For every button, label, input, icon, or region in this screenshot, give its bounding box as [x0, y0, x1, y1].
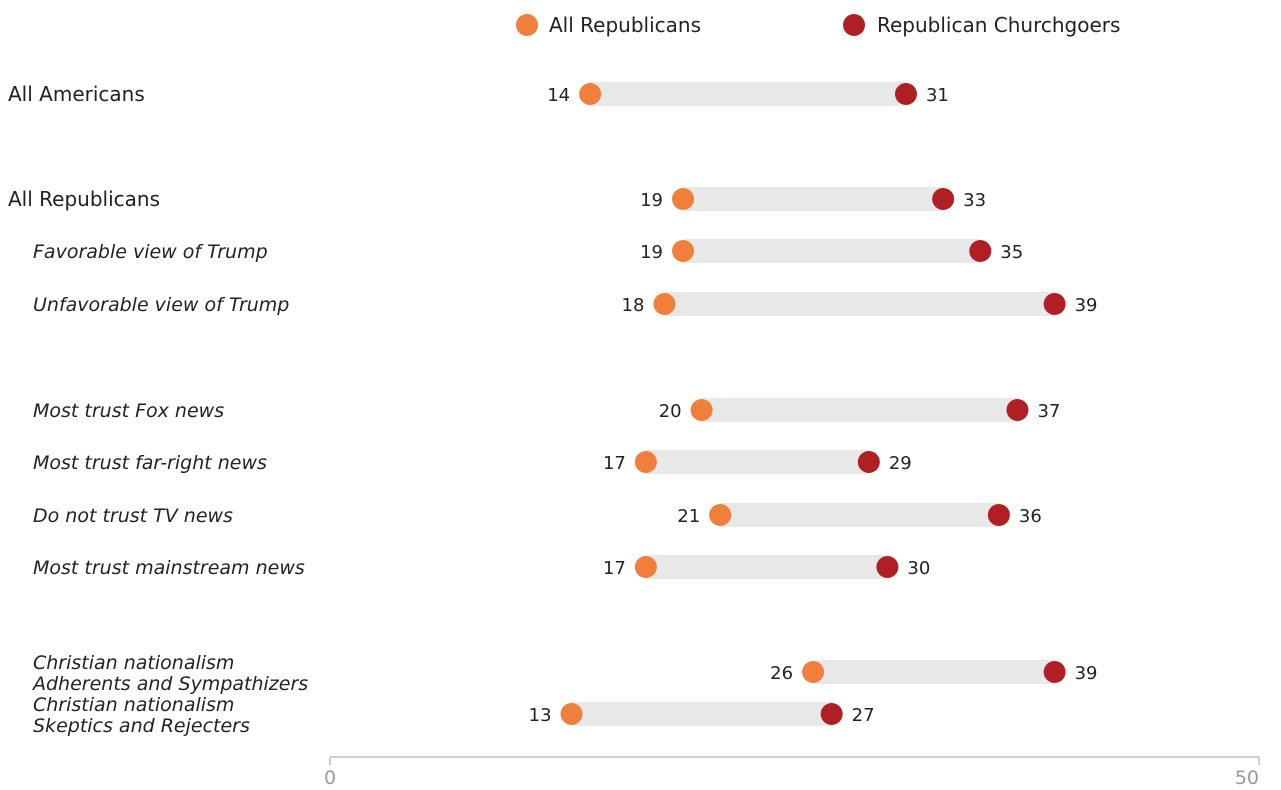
point-all-republicans-6: [709, 504, 732, 526]
value-republican-churchgoers-0: 31: [926, 85, 949, 106]
value-all-republicans-0: 14: [547, 85, 570, 106]
point-republican-churchgoers-0: [894, 83, 917, 105]
value-republican-churchgoers-1: 33: [963, 190, 986, 211]
row-label-8-1: Adherents and Sympathizers: [31, 673, 308, 695]
chart-rows: All Americans 14 31 All Republicans 19 33 Favo…: [8, 82, 1098, 737]
point-republican-churchgoers-4: [1006, 399, 1029, 421]
row-3: Unfavorable view of Trump 18 39: [33, 292, 1098, 316]
legend: All Republicans Republican Churchgoers: [516, 13, 1120, 37]
value-republican-churchgoers-7: 30: [907, 558, 930, 579]
row-1: All Republicans 19 33: [8, 187, 986, 211]
point-all-republicans-7: [634, 556, 657, 578]
point-republican-churchgoers-1: [932, 188, 955, 210]
legend-label-0: All Republicans: [549, 13, 701, 37]
point-all-republicans-1: [672, 188, 695, 210]
point-all-republicans-2: [672, 240, 695, 262]
value-all-republicans-9: 13: [529, 705, 552, 726]
row-7: Most trust mainstream news 17 30: [33, 555, 930, 579]
row-label-6: Do not trust TV news: [33, 505, 233, 527]
value-all-republicans-2: 19: [640, 242, 663, 263]
value-all-republicans-1: 19: [640, 190, 663, 211]
legend-label-1: Republican Churchgoers: [877, 13, 1120, 37]
x-tick-label-1: 50: [1235, 767, 1259, 789]
row-label-1: All Republicans: [8, 187, 160, 211]
value-republican-churchgoers-4: 37: [1037, 401, 1060, 422]
row-5: Most trust far-right news 17 29: [33, 450, 912, 474]
legend-marker-1: [843, 14, 865, 36]
row-label-4: Most trust Fox news: [33, 400, 224, 422]
legend-marker-0: [516, 14, 538, 36]
row-label-3: Unfavorable view of Trump: [33, 294, 289, 316]
row-6: Do not trust TV news 21 36: [33, 503, 1042, 527]
value-all-republicans-8: 26: [770, 663, 793, 684]
row-label-8-0: Christian nationalism: [33, 652, 234, 674]
point-all-republicans-4: [690, 399, 713, 421]
row-label-9-1: Skeptics and Rejecters: [33, 715, 250, 737]
value-all-republicans-4: 20: [659, 401, 682, 422]
value-republican-churchgoers-9: 27: [852, 705, 875, 726]
x-axis: 0 50: [324, 756, 1260, 789]
row-label-2: Favorable view of Trump: [33, 241, 268, 263]
value-republican-churchgoers-3: 39: [1075, 295, 1098, 316]
row-0: All Americans 14 31: [8, 82, 949, 106]
point-all-republicans-5: [634, 451, 657, 473]
row-4: Most trust Fox news 20 37: [33, 398, 1060, 422]
x-tick-label-0: 0: [324, 767, 336, 789]
point-republican-churchgoers-7: [876, 556, 899, 578]
row-label-5: Most trust far-right news: [33, 452, 267, 474]
value-republican-churchgoers-8: 39: [1075, 663, 1098, 684]
point-republican-churchgoers-9: [820, 703, 843, 725]
row-label-7: Most trust mainstream news: [33, 557, 305, 579]
value-republican-churchgoers-5: 29: [889, 453, 912, 474]
point-republican-churchgoers-2: [969, 240, 992, 262]
row-label-0: All Americans: [8, 82, 145, 106]
point-republican-churchgoers-3: [1043, 293, 1066, 315]
point-all-republicans-9: [560, 703, 583, 725]
value-all-republicans-5: 17: [603, 453, 626, 474]
value-all-republicans-6: 21: [677, 506, 700, 527]
point-republican-churchgoers-5: [857, 451, 880, 473]
row-2: Favorable view of Trump 19 35: [33, 239, 1023, 263]
point-republican-churchgoers-6: [987, 504, 1010, 526]
row-label-9-0: Christian nationalism: [33, 694, 234, 716]
point-republican-churchgoers-8: [1043, 661, 1066, 683]
value-all-republicans-3: 18: [622, 295, 645, 316]
value-all-republicans-7: 17: [603, 558, 626, 579]
value-republican-churchgoers-2: 35: [1000, 242, 1023, 263]
point-all-republicans-8: [802, 661, 825, 683]
point-all-republicans-0: [579, 83, 602, 105]
point-all-republicans-3: [653, 293, 676, 315]
value-republican-churchgoers-6: 36: [1019, 506, 1042, 527]
